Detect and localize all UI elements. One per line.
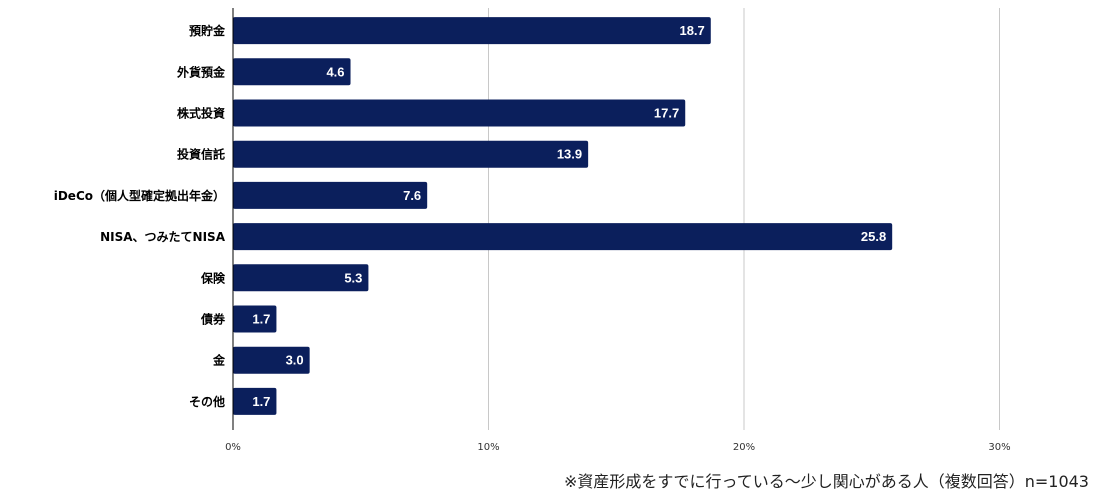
category-label: その他 xyxy=(189,394,225,409)
bar-value-label: 25.8 xyxy=(861,229,886,244)
bar xyxy=(233,264,369,292)
bar xyxy=(233,387,277,415)
x-tick-labels: 0% 10% 20% 30% xyxy=(225,442,1011,453)
bar xyxy=(233,58,351,86)
bar xyxy=(233,223,893,251)
x-tick-label: 0% xyxy=(225,442,241,453)
bar xyxy=(233,181,428,209)
bar-value-label: 4.6 xyxy=(326,64,344,79)
x-tick-label: 10% xyxy=(477,442,499,453)
bar-value-label: 1.7 xyxy=(252,394,270,409)
bar-value-label: 18.7 xyxy=(679,23,704,38)
category-label: NISA、つみたてNISA xyxy=(100,230,226,244)
category-label: iDeCo（個人型確定拠出年金） xyxy=(54,188,225,203)
category-label: 投資信託 xyxy=(177,147,225,162)
x-tick-label: 30% xyxy=(988,442,1010,453)
bar-value-label: 17.7 xyxy=(654,106,679,121)
category-label: 預貯金 xyxy=(189,23,226,38)
bar-value-label: 13.9 xyxy=(557,147,582,162)
bar xyxy=(233,140,589,168)
footnote: ※資産形成をすでに行っている～少し関心がある人（複数回答）n=1043 xyxy=(563,472,1089,491)
x-tick-label: 20% xyxy=(733,442,755,453)
category-label: 株式投資 xyxy=(177,106,225,121)
bar-value-label: 5.3 xyxy=(344,270,362,285)
grid-lines xyxy=(488,8,1000,430)
category-label: 外貨預金 xyxy=(177,64,226,79)
category-label: 金 xyxy=(212,353,226,368)
bar-value-label: 7.6 xyxy=(403,188,421,203)
bar-chart: 18.7 4.6 17.7 13.9 7.6 25.8 5.3 1.7 3.0 1.7 預貯金外貨… xyxy=(54,8,1011,453)
category-label: 債券 xyxy=(200,312,226,327)
bars: 18.7 4.6 17.7 13.9 7.6 25.8 5.3 1.7 3.0 1.7 xyxy=(233,17,893,415)
bar-value-label: 3.0 xyxy=(286,353,304,368)
bar xyxy=(233,305,277,333)
bar xyxy=(233,17,711,45)
bar xyxy=(233,99,686,127)
bar-value-label: 1.7 xyxy=(252,312,270,327)
category-label: 保険 xyxy=(200,270,226,285)
bar xyxy=(233,346,310,374)
